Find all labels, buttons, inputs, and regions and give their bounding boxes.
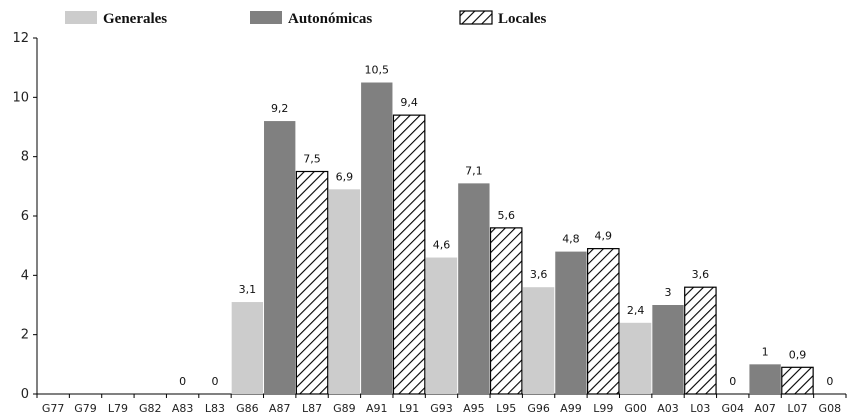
x-tick-label: L07 [787, 402, 807, 415]
bar [619, 322, 652, 394]
bar [522, 287, 555, 394]
x-tick-label: A95 [463, 402, 485, 415]
legend-label: Autonómicas [288, 11, 372, 27]
y-tick-label: 2 [21, 328, 29, 343]
bar [328, 189, 361, 394]
legend: Generales Autonómicas Locales [65, 10, 546, 27]
bar [781, 366, 814, 395]
x-tick-label: L91 [399, 402, 419, 415]
data-label: 0 [729, 375, 736, 388]
data-label: 4,6 [433, 239, 451, 252]
data-label: 5,6 [497, 209, 515, 222]
data-label: 2,4 [627, 304, 645, 317]
legend-swatch [459, 10, 493, 25]
data-label: 0 [179, 375, 186, 388]
bar [295, 170, 329, 395]
y-tick-label: 8 [21, 150, 29, 165]
data-label: 3 [665, 286, 672, 299]
bars [231, 82, 814, 395]
bar [392, 114, 426, 395]
x-tick-label: A91 [366, 402, 388, 415]
bar [489, 227, 523, 395]
data-label: 7,1 [465, 164, 483, 177]
x-tick-label: L79 [108, 402, 128, 415]
bar [587, 248, 620, 395]
bar [425, 257, 458, 394]
x-tick-label: L03 [690, 402, 710, 415]
bar [264, 121, 296, 395]
x-tick-label: G82 [139, 402, 162, 415]
x-tick-label: A03 [657, 402, 679, 415]
data-label: 0,9 [789, 348, 807, 361]
data-label: 0 [826, 375, 833, 388]
y-tick-label: 12 [12, 31, 29, 46]
y-tick-label: 0 [21, 387, 29, 402]
legend-label: Locales [498, 11, 546, 27]
x-tick-label: G89 [333, 402, 356, 415]
bar [458, 183, 490, 394]
x-tick-label: L87 [302, 402, 322, 415]
data-label: 3,6 [530, 268, 548, 281]
x-tick-label: A83 [172, 402, 194, 415]
data-label: 3,1 [239, 283, 257, 296]
x-tick-label: G08 [819, 402, 842, 415]
x-tick-label: G86 [236, 402, 259, 415]
bar [652, 305, 684, 394]
x-tick-label: G96 [527, 402, 550, 415]
y-tick-label: 4 [21, 268, 29, 283]
legend-swatch [250, 11, 282, 24]
legend-swatch [65, 11, 97, 24]
data-label: 0 [211, 375, 218, 388]
data-label: 7,5 [303, 153, 321, 166]
bar [555, 251, 587, 394]
x-tick-label: G79 [74, 402, 97, 415]
data-label: 3,6 [692, 268, 710, 281]
y-tick-label: 6 [21, 209, 29, 224]
data-label: 4,8 [562, 233, 580, 246]
bar [749, 364, 781, 394]
legend-label: Generales [103, 11, 167, 27]
bar [231, 302, 264, 394]
x-tick-label: G93 [430, 402, 453, 415]
data-label: 4,9 [595, 230, 613, 243]
data-label: 9,2 [271, 102, 289, 115]
data-label: 10,5 [365, 64, 390, 77]
x-tick-label: G04 [721, 402, 744, 415]
data-label: 1 [762, 345, 769, 358]
data-label: 9,4 [400, 96, 418, 109]
data-label: 6,9 [336, 170, 354, 183]
data-labels: G77 G79 L79 G82 A83 0 L83 0 G86 3,1 A87 9,2 L87 7,5 G8… [42, 64, 841, 416]
x-tick-label: A87 [269, 402, 291, 415]
y-tick-label: 10 [12, 90, 29, 105]
x-tick-label: L95 [496, 402, 516, 415]
bar [361, 82, 393, 394]
x-tick-label: L99 [593, 402, 613, 415]
x-tick-label: A99 [560, 402, 582, 415]
x-tick-label: G77 [42, 402, 65, 415]
bar [684, 286, 717, 395]
x-tick-label: L83 [205, 402, 225, 415]
x-tick-label: G00 [624, 402, 647, 415]
x-tick-label: A07 [754, 402, 776, 415]
